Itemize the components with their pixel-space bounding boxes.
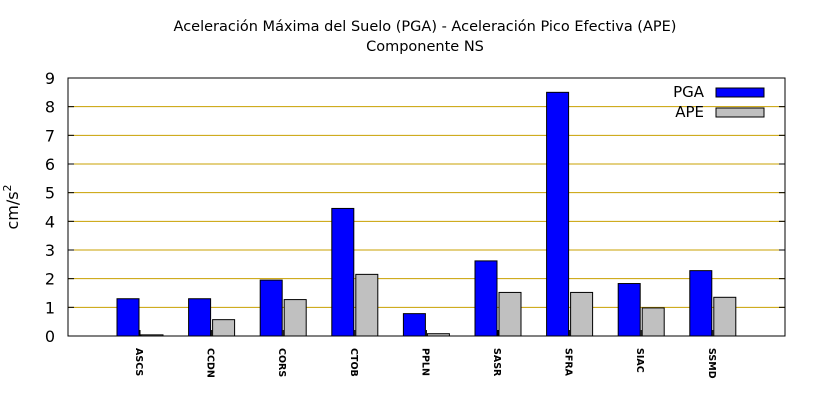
y-tick-label: 6 [45,155,55,174]
bar-ape-ccdn [212,319,236,337]
bars [116,91,737,337]
bar-ape-ctob [355,273,379,337]
x-axis: ASCS CCDN CORS CTOB PPLN SASR SFRA SIAC SSMD [133,330,717,379]
bar-pga-ctob [331,207,355,337]
bar-ape-ssmd [713,296,737,337]
bar-pga-cors [259,279,283,337]
bar-pga-ccdn [188,298,212,337]
x-tick-label: PPLN [419,348,430,376]
bar-ape-cors [283,299,307,337]
y-tick-label: 0 [45,327,55,346]
x-tick-label: ASCS [133,348,144,376]
legend-swatch-pga [715,87,765,98]
x-tick-label: CTOB [348,348,359,377]
y-tick-label: 5 [45,184,55,203]
legend: PGA APE [673,83,765,121]
y-tick-label: 3 [45,241,55,260]
x-tick-label: SFRA [563,348,574,377]
legend-label-ape: APE [675,103,704,121]
x-tick-label: CCDN [205,348,216,378]
bar-pga-ppln [402,313,426,337]
chart-title: Aceleración Máxima del Suelo (PGA) - Ace… [174,19,677,35]
bar-pga-ssmd [689,270,713,337]
bar-pga-siac [617,283,641,337]
y-tick-label: 9 [45,69,55,88]
x-tick-label: SASR [491,348,502,377]
y-axis: 0 1 2 3 4 5 6 7 8 9 [45,69,785,346]
x-tick-label: SSMD [706,348,717,379]
gridlines [68,106,785,308]
y-tick-label: 8 [45,98,55,117]
chart-subtitle: Componente NS [366,39,484,55]
y-axis-label-superscript: 2 [1,184,14,191]
bar-pga-ascs [116,298,140,337]
y-tick-label: 1 [45,298,55,317]
y-tick-label: 7 [45,126,55,145]
y-axis-label: cm/s2 [1,184,22,229]
legend-swatch-ape [715,107,765,118]
bar-ape-sasr [498,291,522,337]
y-axis-label-text: cm/s [3,191,22,229]
x-tick-label: SIAC [634,348,645,373]
bar-pga-sfra [546,91,570,337]
y-tick-label: 2 [45,270,55,289]
bar-ape-siac [641,307,665,337]
legend-label-pga: PGA [673,83,705,101]
bar-ape-sfra [570,291,594,337]
y-tick-label: 4 [45,212,55,231]
x-tick-label: CORS [276,348,287,377]
bar-pga-sasr [474,260,498,337]
